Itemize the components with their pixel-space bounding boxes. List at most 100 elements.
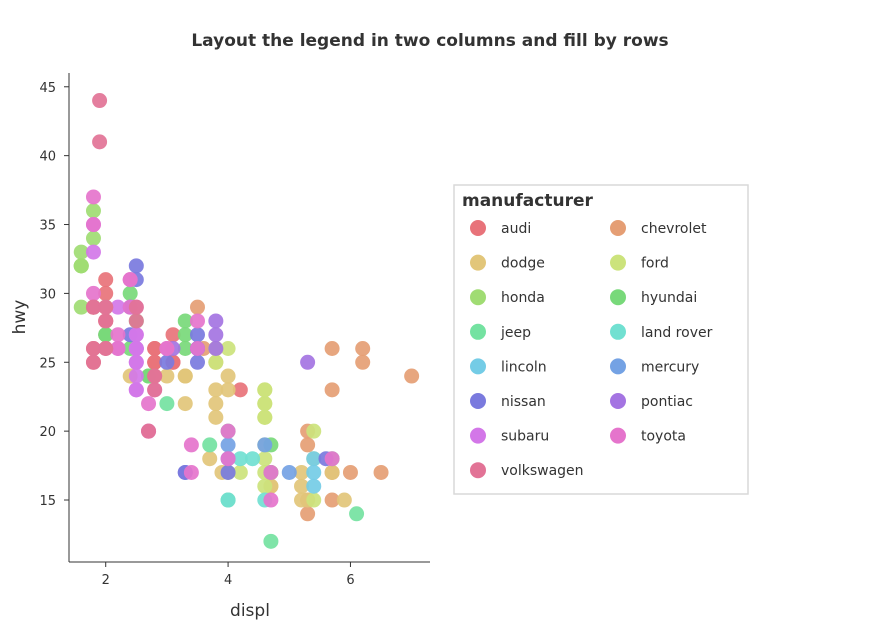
- data-point: [128, 382, 144, 398]
- data-point: [257, 409, 273, 425]
- data-point: [128, 327, 144, 343]
- data-point: [85, 244, 101, 260]
- legend-marker: [470, 393, 486, 409]
- data-point: [177, 368, 193, 384]
- data-point: [189, 313, 205, 329]
- data-point: [220, 340, 236, 356]
- data-point: [98, 285, 114, 301]
- data-point: [257, 396, 273, 412]
- y-axis-title: hwy: [10, 300, 30, 335]
- data-point: [220, 437, 236, 453]
- legend-items: audi chevrolet dodge ford honda hyundai jeep la…: [470, 220, 713, 479]
- data-point: [189, 354, 205, 370]
- data-point: [220, 368, 236, 384]
- data-point: [110, 327, 126, 343]
- data-point: [324, 451, 340, 467]
- data-point: [159, 354, 175, 370]
- data-point: [306, 478, 322, 494]
- data-point: [220, 451, 236, 467]
- data-point: [281, 464, 297, 480]
- legend-label: pontiac: [641, 394, 693, 410]
- data-point: [300, 437, 316, 453]
- y-tick-label: 40: [39, 150, 56, 165]
- data-point: [355, 340, 371, 356]
- data-point: [147, 340, 163, 356]
- legend-label: chevrolet: [641, 221, 707, 237]
- data-point: [85, 217, 101, 233]
- data-point: [110, 299, 126, 315]
- legend-marker: [610, 323, 626, 340]
- data-point: [122, 285, 138, 301]
- data-point: [98, 272, 114, 288]
- legend-marker: [470, 289, 486, 306]
- data-point: [147, 354, 163, 370]
- data-point: [141, 396, 157, 412]
- data-point: [263, 464, 279, 480]
- data-point: [306, 451, 322, 467]
- data-point: [324, 464, 340, 480]
- legend-marker: [470, 358, 486, 375]
- data-point: [220, 423, 236, 439]
- data-point: [404, 368, 420, 384]
- legend-marker: [470, 462, 486, 479]
- x-tick-label: 4: [224, 573, 232, 588]
- data-point: [73, 244, 89, 260]
- legend-label: toyota: [641, 429, 686, 445]
- data-point: [165, 327, 181, 343]
- data-point: [245, 451, 261, 467]
- legend-label: subaru: [501, 429, 549, 445]
- data-point: [257, 382, 273, 398]
- data-point: [306, 464, 322, 480]
- x-tick-label: 6: [346, 573, 354, 588]
- data-point: [147, 382, 163, 398]
- data-point: [189, 327, 205, 343]
- data-point: [324, 340, 340, 356]
- data-point: [208, 354, 224, 370]
- data-point: [128, 340, 144, 356]
- legend-marker: [610, 289, 626, 306]
- data-point: [73, 258, 89, 274]
- data-point: [306, 492, 322, 508]
- data-point: [373, 464, 389, 480]
- x-tick-label: 2: [102, 573, 110, 588]
- data-point: [232, 464, 248, 480]
- data-point: [147, 368, 163, 384]
- legend-marker: [470, 427, 486, 444]
- legend-label: audi: [501, 221, 531, 237]
- data-point: [300, 506, 316, 522]
- y-tick-label: 15: [39, 494, 56, 509]
- data-point: [159, 396, 175, 412]
- y-tick-label: 20: [39, 425, 56, 440]
- data-point: [98, 327, 114, 343]
- x-axis-title: displ: [230, 601, 270, 621]
- y-tick-label: 30: [39, 287, 56, 302]
- legend-marker: [610, 427, 626, 444]
- data-point: [208, 409, 224, 425]
- data-point: [128, 368, 144, 384]
- data-points: [73, 93, 420, 549]
- data-point: [128, 299, 144, 315]
- data-point: [220, 464, 236, 480]
- legend-label: hyundai: [641, 290, 697, 306]
- data-point: [355, 354, 371, 370]
- legend-label: lincoln: [501, 359, 547, 375]
- data-point: [98, 299, 114, 315]
- legend-marker: [470, 254, 486, 271]
- data-point: [220, 382, 236, 398]
- legend-label: jeep: [500, 325, 531, 341]
- legend-label: mercury: [641, 359, 699, 375]
- data-point: [257, 437, 273, 453]
- data-point: [208, 396, 224, 412]
- data-point: [141, 423, 157, 439]
- data-point: [92, 93, 108, 109]
- data-point: [232, 451, 248, 467]
- data-point: [177, 396, 193, 412]
- data-point: [342, 464, 358, 480]
- data-point: [189, 299, 205, 315]
- data-point: [110, 340, 126, 356]
- data-point: [232, 382, 248, 398]
- y-tick-label: 35: [39, 219, 56, 234]
- legend-label: land rover: [641, 325, 713, 341]
- y-axis-ticks: 15 20 25 30 35 40 45: [39, 81, 69, 509]
